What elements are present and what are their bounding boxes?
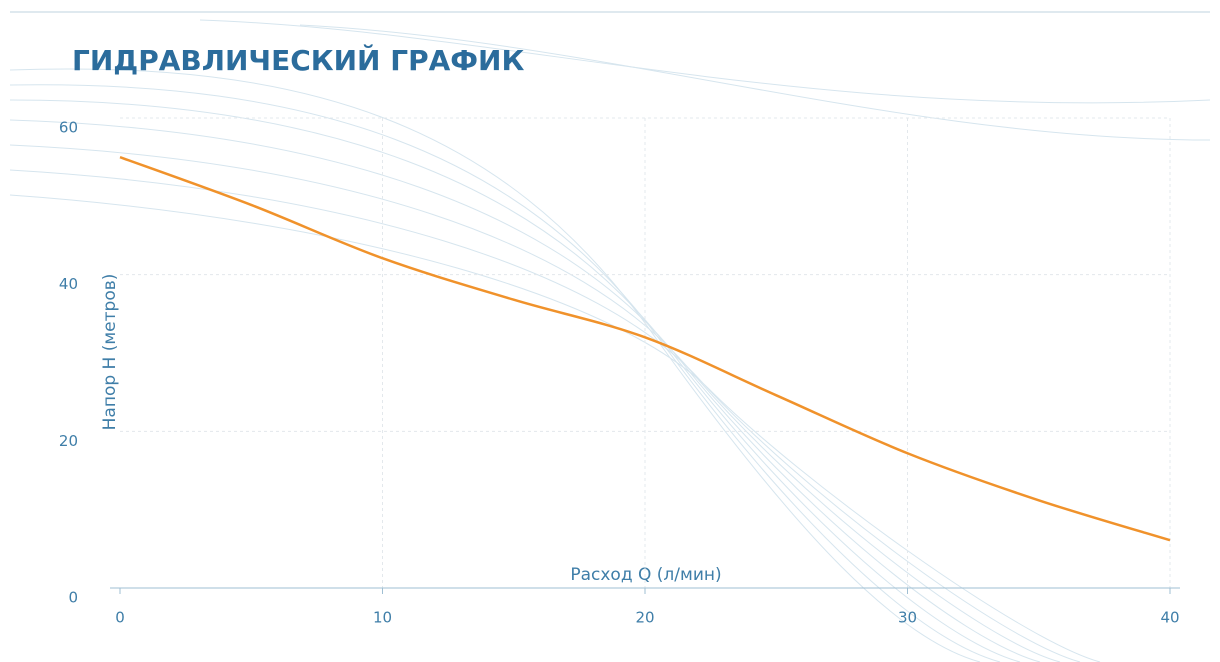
wave xyxy=(199,19,1211,104)
wave xyxy=(9,119,1041,662)
y-tick-label: 20 xyxy=(59,432,78,450)
x-tick-label: 10 xyxy=(373,609,392,627)
wave xyxy=(9,194,1101,662)
y-axis-label: Напор Н (метров) xyxy=(100,274,120,431)
x-tick-label: 0 xyxy=(115,609,125,627)
wave xyxy=(9,144,1061,662)
x-tick-label: 20 xyxy=(635,609,654,627)
y-tick-label: 0 xyxy=(68,589,78,607)
wave xyxy=(9,68,981,662)
x-tick-label: 30 xyxy=(898,609,917,627)
background-waves xyxy=(9,19,1211,662)
wave xyxy=(9,169,1081,662)
wave xyxy=(299,24,1211,141)
x-axis-label: Расход Q (л/мин) xyxy=(570,565,721,585)
wave xyxy=(9,99,1021,662)
chart-title: ГИДРАВЛИЧЕСКИЙ ГРАФИК xyxy=(72,43,524,77)
wave xyxy=(9,84,1001,662)
y-tick-label: 60 xyxy=(59,119,78,137)
data-line xyxy=(119,155,1171,542)
y-tick-label: 40 xyxy=(59,275,78,293)
x-tick-label: 40 xyxy=(1160,609,1179,627)
